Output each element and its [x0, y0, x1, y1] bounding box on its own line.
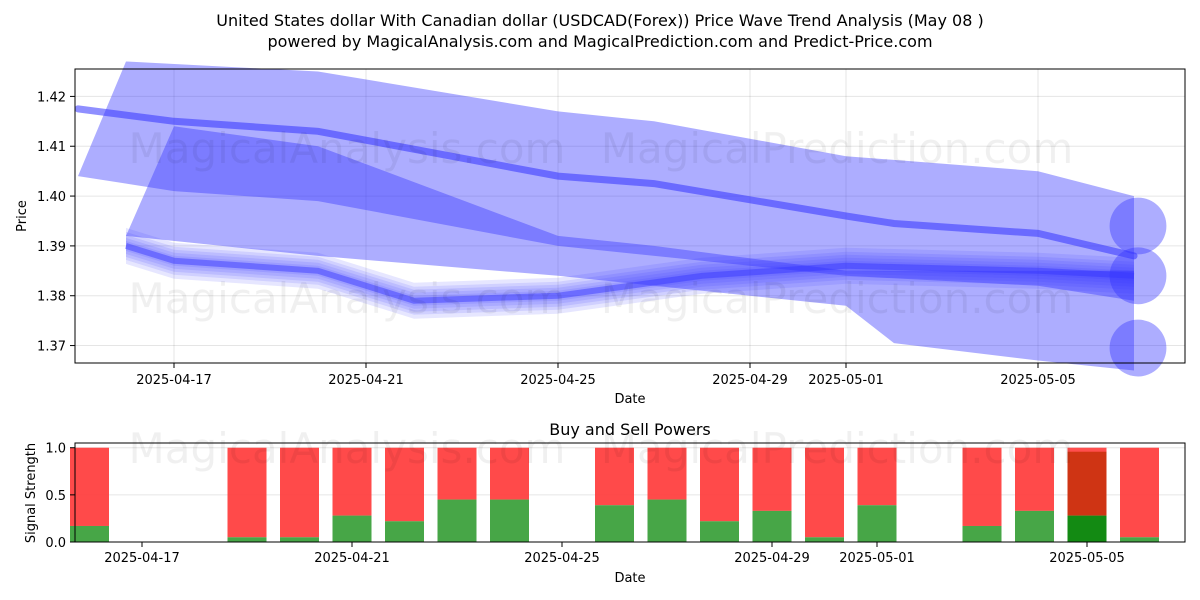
- sell-bar: [805, 447, 844, 538]
- buy-sell-x-tick-label: 2025-05-01: [839, 551, 915, 566]
- buy-bar: [385, 521, 424, 542]
- buy-sell-x-tick-label: 2025-04-17: [104, 551, 180, 566]
- buy-sell-plot-frame: [74, 442, 1186, 543]
- price-y-tick-label: 1.37: [37, 340, 66, 355]
- buy-sell-x-tick-label: 2025-04-25: [524, 551, 600, 566]
- sell-bar: [700, 447, 739, 522]
- buy-sell-x-ticks: 2025-04-17 2025-04-21 2025-04-25 2025-04-29…: [104, 542, 1125, 566]
- price-waves: [74, 61, 1167, 377]
- watermark-prediction-2: MagicalPrediction.com: [601, 274, 1074, 323]
- price-x-label: Date: [614, 392, 645, 407]
- buy-bar: [647, 499, 687, 542]
- chart-title-line2: powered by MagicalAnalysis.com and Magic…: [267, 32, 932, 51]
- sell-bar: [962, 447, 1002, 526]
- wave-cluster-ribbon: [126, 234, 1134, 306]
- price-y-label: Price: [15, 200, 30, 232]
- wave-cap-mid: [1109, 247, 1167, 305]
- buy-sell-bars: [70, 447, 1159, 542]
- watermark-analysis: MagicalAnalysis.com: [129, 124, 566, 173]
- buy-bar: [332, 515, 372, 542]
- wave-cluster-ribbon: [126, 237, 1134, 309]
- watermark-analysis-3: MagicalAnalysis.com: [129, 424, 566, 473]
- wave-cap-lower: [1109, 319, 1167, 377]
- sell-bar: [647, 447, 687, 500]
- buy-bar: [70, 525, 109, 542]
- price-y-tick-label: 1.42: [37, 90, 66, 105]
- buy-bar: [227, 537, 267, 542]
- wave-cluster-center: [125, 243, 1135, 304]
- buy-bar: [962, 525, 1002, 542]
- buy-sell-x-label: Date: [614, 571, 645, 586]
- sell-bar: [752, 447, 792, 511]
- price-x-ticks: 2025-04-17 2025-04-21 2025-04-25 2025-04-29…: [136, 363, 1076, 388]
- wave-cluster-ribbon: [126, 231, 1134, 303]
- buy-bar: [1015, 510, 1054, 542]
- wave-cluster-ribbon: [126, 240, 1134, 312]
- buy-bar: [857, 505, 897, 542]
- price-y-ticks: 1.37 1.38 1.39 1.40 1.41 1.42: [37, 90, 75, 355]
- buy-sell-y-tick-label: 0.5: [45, 489, 66, 504]
- price-x-tick-label: 2025-05-01: [808, 373, 884, 388]
- buy-bar: [805, 537, 844, 542]
- buy-sell-panel: Buy and Sell Powers MagicalAnalysis.com …: [24, 420, 1186, 586]
- sell-bar: [227, 447, 267, 538]
- buy-bar: [752, 510, 792, 542]
- sell-bar: [857, 447, 897, 506]
- price-y-tick-label: 1.39: [37, 240, 66, 255]
- sell-bar: [385, 447, 424, 522]
- price-plot-frame: [74, 68, 1186, 364]
- sell-bar: [332, 447, 372, 516]
- wave-cap-upper: [1109, 197, 1167, 255]
- buy-sell-watermarks: MagicalAnalysis.com MagicalPrediction.co…: [129, 424, 1074, 473]
- buy-sell-y-ticks: 0.0 0.5 1.0: [45, 442, 75, 551]
- sell-bar: [280, 447, 319, 538]
- price-grid: [75, 69, 1185, 363]
- buy-bar: [1120, 537, 1159, 542]
- buy-sell-x-tick-label: 2025-04-21: [314, 551, 390, 566]
- buy-bar: [1067, 515, 1107, 542]
- sell-bar: [70, 447, 109, 526]
- price-y-tick-label: 1.38: [37, 290, 66, 305]
- watermark-analysis-2: MagicalAnalysis.com: [129, 274, 566, 323]
- buy-bar: [437, 499, 477, 542]
- sell-bar: [490, 447, 529, 500]
- buy-bar: [700, 521, 739, 542]
- watermark-prediction: MagicalPrediction.com: [601, 124, 1074, 173]
- buy-bar: [490, 499, 529, 542]
- price-x-tick-label: 2025-05-05: [1000, 373, 1076, 388]
- wave-center-upper: [74, 105, 1138, 260]
- wave-cluster-ribbon: [126, 243, 1134, 315]
- price-wave-panel: MagicalAnalysis.com MagicalPrediction.co…: [15, 61, 1186, 407]
- sell-bar: [595, 447, 634, 506]
- buy-sell-y-label: Signal Strength: [24, 443, 39, 543]
- buy-sell-y-tick-label: 0.0: [45, 536, 66, 551]
- wave-cluster-ribbon: [126, 247, 1134, 319]
- buy-bar: [595, 505, 634, 542]
- sell-bar: [437, 447, 477, 500]
- price-y-tick-label: 1.40: [37, 190, 66, 205]
- sell-bar: [1015, 447, 1054, 511]
- sell-bar: [1120, 447, 1159, 538]
- buy-sell-x-tick-label: 2025-04-29: [734, 551, 810, 566]
- wave-band-lower: [126, 126, 1134, 371]
- buy-sell-x-tick-label: 2025-05-05: [1049, 551, 1125, 566]
- buy-bar: [280, 537, 319, 542]
- chart-title-line1: United States dollar With Canadian dolla…: [216, 11, 983, 30]
- price-watermarks: MagicalAnalysis.com MagicalPrediction.co…: [129, 124, 1074, 323]
- buy-sell-y-tick-label: 1.0: [45, 442, 66, 457]
- wave-cluster-ribbon: [126, 227, 1134, 299]
- price-y-tick-label: 1.41: [37, 140, 66, 155]
- price-x-tick-label: 2025-04-21: [328, 373, 404, 388]
- sell-bar-strong: [1067, 451, 1107, 516]
- price-x-tick-label: 2025-04-29: [712, 373, 788, 388]
- price-x-tick-label: 2025-04-25: [520, 373, 596, 388]
- price-x-tick-label: 2025-04-17: [136, 373, 212, 388]
- watermark-prediction-3: MagicalPrediction.com: [601, 424, 1074, 473]
- buy-sell-title: Buy and Sell Powers: [549, 420, 711, 439]
